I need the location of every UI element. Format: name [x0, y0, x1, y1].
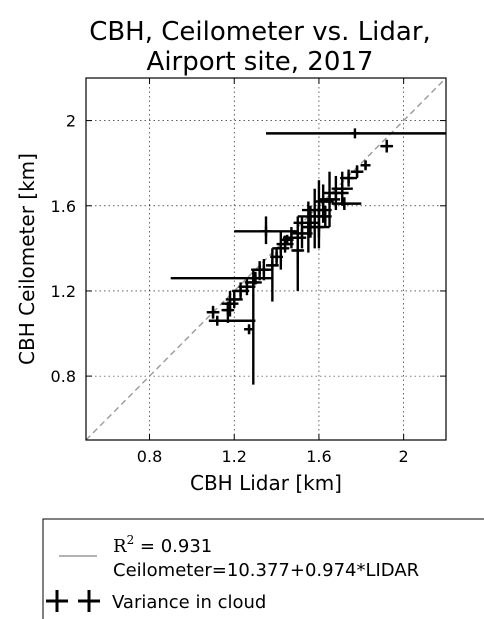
chart-title-line-2: Airport site, 2017: [147, 47, 374, 77]
grid: [86, 78, 446, 440]
legend-variance-label: Variance in cloud: [112, 592, 266, 613]
x-tick-label: 1.6: [306, 447, 331, 466]
x-tick-label: 1.2: [222, 447, 247, 466]
legend-box: [42, 518, 484, 619]
plot-frame: [85, 77, 447, 441]
x-tick-label: 0.8: [137, 447, 162, 466]
reference-line-layer: [85, 77, 447, 441]
data-point: [208, 315, 256, 326]
legend-r2-label: R2 = 0.931: [113, 533, 212, 557]
y-axis-label: CBH Ceilometer [km]: [15, 153, 39, 365]
data-point: [380, 139, 394, 153]
y-tick-label: 2: [66, 112, 76, 131]
data-point: [272, 231, 290, 270]
data-point: [340, 169, 358, 187]
y-tick-label: 1.6: [51, 197, 76, 216]
data-point: [323, 175, 349, 211]
x-tick-label: 2: [399, 447, 409, 466]
data-point: [302, 180, 332, 238]
y-tick-label: 1.2: [51, 282, 76, 301]
legend-variance-marker: [46, 590, 100, 612]
data-point: [291, 235, 305, 291]
data-point: [280, 234, 294, 245]
reference-line-1to1: [85, 77, 447, 441]
data-point: [221, 301, 235, 323]
data-point: [350, 165, 364, 179]
data-point: [244, 324, 255, 335]
x-axis-label: CBH Lidar [km]: [190, 471, 342, 495]
chart-title-line-1: CBH, Ceilometer vs. Lidar,: [89, 17, 431, 47]
data-point: [302, 201, 315, 253]
legend: R2 = 0.931 Ceilometer=10.377+0.974*LIDAR…: [42, 518, 484, 619]
y-tick-label: 0.8: [51, 367, 76, 386]
data-layer: [170, 128, 446, 385]
data-point: [170, 271, 273, 285]
data-point: [318, 205, 332, 228]
data-point: [234, 216, 298, 245]
data-point: [221, 290, 239, 317]
tick-layer: 0.8 1.2 1.6 2 0.8 1.2 1.6 2: [51, 78, 446, 466]
data-point: [206, 305, 220, 319]
data-point: [266, 128, 446, 139]
data-point: [360, 160, 371, 171]
legend-fit-equation: Ceilometer=10.377+0.974*LIDAR: [113, 560, 419, 581]
